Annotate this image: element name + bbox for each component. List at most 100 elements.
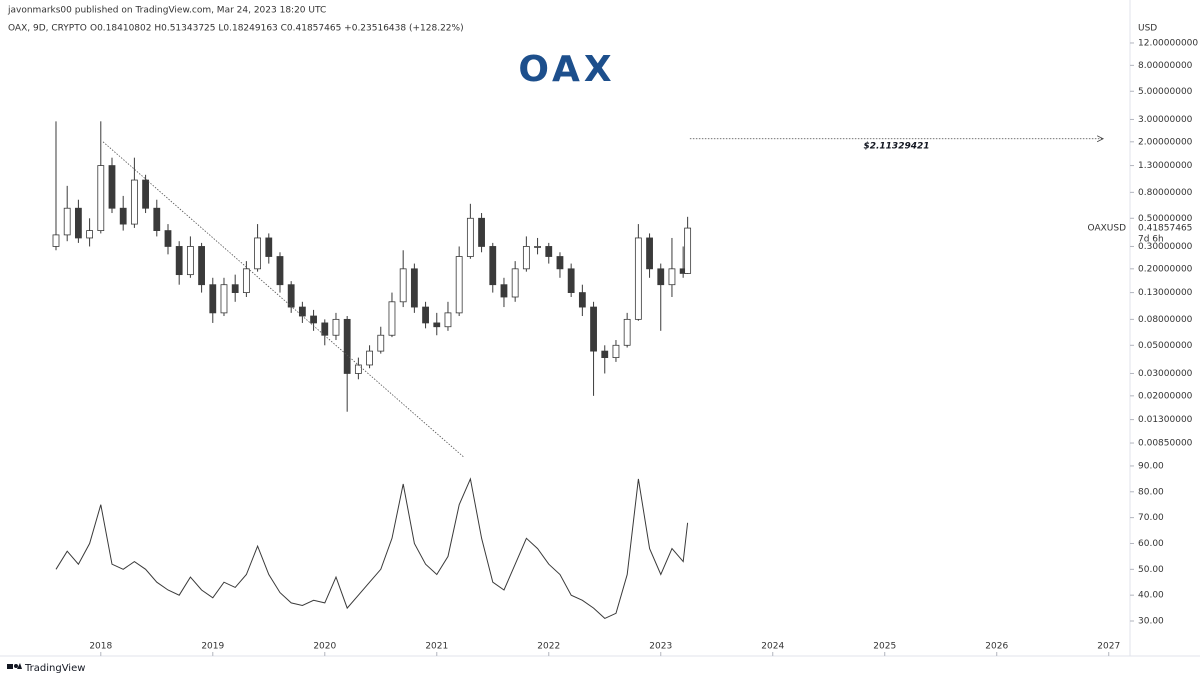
footer-logo — [7, 663, 22, 669]
candle-body — [175, 246, 183, 276]
y-tick-label: 0.03000000 — [1138, 369, 1193, 379]
publisher-line: javonmarks00 published on TradingView.co… — [7, 6, 326, 16]
y-tick-label: 90.00 — [1138, 461, 1164, 471]
x-tick-label: 2020 — [313, 642, 336, 652]
candle-body — [74, 207, 82, 239]
candle-body — [242, 268, 250, 293]
candle-body — [366, 350, 373, 366]
candle-body — [63, 207, 71, 236]
y-tick-label: 0.00850000 — [1138, 439, 1193, 449]
candle-body — [534, 246, 541, 248]
x-tick-label: 2018 — [89, 642, 112, 652]
candle-body — [466, 217, 474, 257]
candle-body — [108, 165, 116, 209]
candle-body — [388, 301, 396, 336]
candle-body — [231, 284, 239, 293]
candle-body — [478, 217, 485, 247]
candle-body — [209, 284, 217, 314]
candle-body — [444, 312, 452, 328]
candle-body — [522, 246, 530, 270]
candle-body — [220, 284, 228, 314]
candle-body — [489, 246, 497, 286]
x-tick-label: 2025 — [873, 642, 896, 652]
candle-body — [86, 230, 93, 239]
candle-body — [567, 268, 575, 293]
candle-body — [153, 207, 161, 231]
candle-body — [590, 306, 597, 352]
x-tick-label: 2026 — [985, 642, 1008, 652]
candle-body — [198, 246, 205, 286]
y-tick-label: 0.30000000 — [1138, 242, 1193, 252]
last-price-label: 0.41857465 — [1138, 224, 1192, 234]
y-tick-label: 0.13000000 — [1138, 288, 1193, 298]
candle-body — [556, 256, 564, 270]
y-tick-label: 0.20000000 — [1138, 264, 1193, 274]
candle-body — [52, 234, 60, 247]
y-tick-label: 70.00 — [1138, 513, 1164, 523]
y-tick-label: 2.00000000 — [1138, 137, 1193, 147]
candle-body — [511, 268, 519, 298]
x-tick-label: 2021 — [425, 642, 448, 652]
candle-body — [455, 256, 463, 314]
candle-body — [265, 237, 273, 257]
y-tick-label: 0.08000000 — [1138, 315, 1193, 325]
candle-body — [612, 344, 620, 359]
ohlc-line: O0.18410802 H0.51343725 L0.18249163 C0.4… — [90, 24, 464, 34]
candle-body — [634, 237, 642, 320]
rsi-line — [55, 477, 689, 619]
candle-body — [433, 322, 441, 328]
candle-body — [343, 318, 351, 374]
y-tick-label: 1.30000000 — [1138, 161, 1193, 171]
candle-body — [142, 179, 149, 209]
y-tick-label: 5.00000000 — [1138, 87, 1193, 97]
y-tick-label: 3.00000000 — [1138, 115, 1193, 125]
candle-body — [684, 227, 692, 274]
y-tick-label: 80.00 — [1138, 487, 1164, 497]
candle-body — [119, 207, 127, 225]
candle-body — [254, 237, 261, 270]
candle-body — [657, 268, 665, 286]
candle-body — [422, 306, 429, 324]
candle-body — [186, 246, 194, 276]
candle-body — [164, 230, 172, 247]
x-tick-label: 2027 — [1097, 642, 1120, 652]
target-arrow — [1096, 135, 1105, 143]
candle-body — [130, 179, 138, 225]
x-tick-label: 2019 — [201, 642, 224, 652]
candle-body — [399, 268, 407, 303]
candle-body — [97, 165, 105, 231]
footer-brand: TradingView — [24, 663, 85, 674]
y-tick-label: 50.00 — [1138, 565, 1164, 575]
y-tick-label: 0.02000000 — [1138, 391, 1193, 401]
candle-body — [354, 364, 362, 374]
y-tick-label: 12.00000000 — [1138, 38, 1198, 48]
y-tick-label: 0.50000000 — [1138, 214, 1193, 224]
y-tick-label: 60.00 — [1138, 539, 1164, 549]
candle-body — [410, 268, 418, 308]
y-tick-label: 0.01300000 — [1138, 415, 1193, 425]
logo: OAX — [518, 49, 615, 90]
candle-body — [287, 284, 295, 308]
x-tick-label: 2023 — [649, 642, 672, 652]
x-tick-label: 2022 — [537, 642, 560, 652]
candle-body — [545, 246, 553, 257]
candle-body — [332, 318, 340, 336]
y-tick-label: 40.00 — [1138, 591, 1164, 601]
candle-body — [623, 318, 631, 346]
candle-body — [276, 256, 284, 286]
y-tick-label: 30.00 — [1138, 617, 1164, 627]
y-tick-label: 0.05000000 — [1138, 341, 1193, 351]
candle-body — [500, 284, 508, 298]
candle-body — [578, 292, 586, 308]
candle-body — [310, 315, 317, 324]
y-tick-label: 0.80000000 — [1138, 188, 1193, 198]
symbol-title: OAX, 9D, CRYPTO — [8, 24, 87, 34]
trend-line — [102, 141, 464, 458]
y-tick-label: 8.00000000 — [1138, 61, 1193, 71]
candle-body — [668, 268, 676, 286]
candle-body — [646, 237, 653, 270]
candle-body — [601, 350, 609, 359]
target-label: $2.11329421 — [863, 141, 929, 151]
